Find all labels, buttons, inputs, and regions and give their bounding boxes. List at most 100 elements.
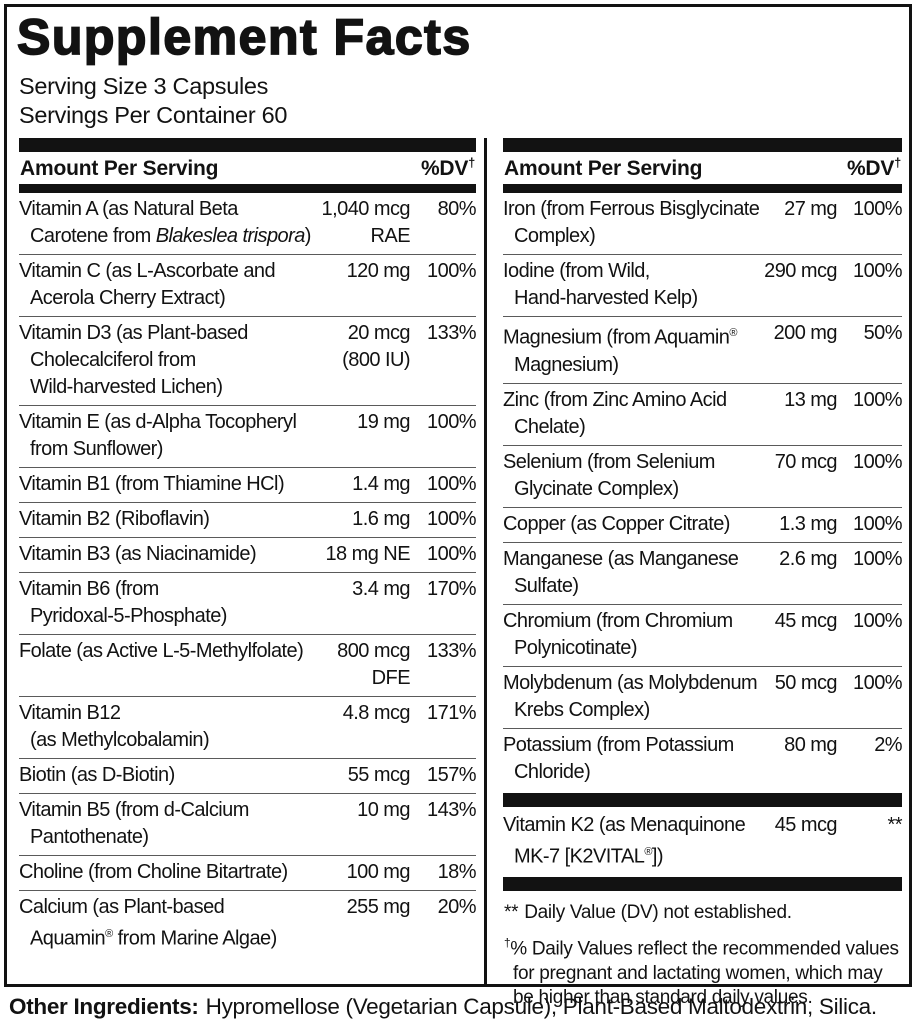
nutrient-dv: 100% xyxy=(853,512,903,535)
nutrient-dv: 143% xyxy=(427,799,477,821)
section-divider-bar xyxy=(503,792,902,807)
nutrient-name: Chromium (from Chromium Polynicotinate) xyxy=(503,609,733,659)
nutrient-dv: 20% xyxy=(437,896,477,918)
nutrient-row: Iron (from Ferrous Bisglycinate Complex) 2… xyxy=(503,193,903,255)
nutrient-amount: 800 mcg DFE xyxy=(337,640,410,689)
nutrient-dv: 171% xyxy=(427,702,477,724)
nutrient-name: Iron (from Ferrous Bisglycinate Complex) xyxy=(503,198,760,247)
nutrient-row: Vitamin C (as L-Ascorbate and Acerola Che… xyxy=(19,255,477,317)
footnotes-bar xyxy=(503,877,902,892)
nutrient-name: Vitamin B3 (as Niacinamide) xyxy=(19,543,257,565)
nutrient-dv: 157% xyxy=(427,764,477,786)
nutrient-name: Magnesium (from Aquamin® Magnesium) xyxy=(503,326,737,376)
nutrient-row: Vitamin B3 (as Niacinamide) 18 mg NE 100% xyxy=(19,538,477,573)
nutrient-name: Vitamin B2 (Riboflavin) xyxy=(19,508,210,530)
nutrient-amount: 45 mcg xyxy=(774,813,838,836)
nutrient-dv: 2% xyxy=(874,733,902,756)
percent-dv-header: %DV† xyxy=(846,156,901,180)
nutrient-row: Vitamin B6 (from Pyridoxal-5-Phosphate) 3.… xyxy=(19,573,477,635)
nutrient-amount: 45 mcg xyxy=(774,609,838,632)
nutrient-name: Vitamin E (as d-Alpha Tocopheryl from Sun… xyxy=(19,411,297,460)
nutrient-row: Vitamin K2 (as Menaquinone MK-7 [K2VITAL®… xyxy=(503,809,903,875)
left-column: Amount Per Serving %DV† Vitamin A (as Na… xyxy=(10,138,484,957)
nutrient-dv: 80% xyxy=(437,198,477,220)
footnote-marker: † xyxy=(504,936,511,950)
nutrient-dv: 100% xyxy=(853,450,903,473)
nutrient-amount: 70 mcg xyxy=(774,450,838,473)
nutrient-name: Vitamin B6 (from Pyridoxal-5-Phosphate) xyxy=(19,578,227,627)
nutrient-amount: 13 mg xyxy=(784,388,837,411)
nutrient-row: Iodine (from Wild, Hand-harvested Kelp) 29… xyxy=(503,255,903,317)
nutrient-dv: 100% xyxy=(427,411,477,433)
nutrient-row: Copper (as Copper Citrate) 1.3 mg 100% xyxy=(503,508,903,543)
nutrient-row: Potassium (from Potassium Chloride) 80 mg 2… xyxy=(503,729,903,790)
nutrient-name: Molybdenum (as Molybdenum Krebs Complex) xyxy=(503,671,758,721)
nutrient-amount: 100 mg xyxy=(346,861,411,883)
nutrient-dv: 100% xyxy=(853,388,903,411)
nutrient-amount: 1.4 mg xyxy=(352,473,410,495)
nutrient-amount: 255 mg xyxy=(346,896,411,918)
nutrient-name: Potassium (from Potassium Chloride) xyxy=(503,733,734,783)
header-bar xyxy=(19,184,476,193)
nutrient-name: Choline (from Choline Bitartrate) xyxy=(19,861,288,883)
nutrient-amount: 200 mg xyxy=(773,322,838,344)
nutrient-amount: 4.8 mcg xyxy=(342,702,411,724)
label-border-box: Supplement Facts Serving Size 3 Capsules… xyxy=(4,4,912,1008)
nutrient-name: Vitamin B5 (from d-Calcium Pantothenate) xyxy=(19,799,249,848)
nutrient-row: Calcium (as Plant-based Aquamin® from Mar… xyxy=(19,891,477,957)
nutrient-row: Vitamin B12 (as Methylcobalamin) 4.8 mcg 17… xyxy=(19,697,477,759)
nutrient-name: Vitamin K2 (as Menaquinone MK-7 [K2VITAL®… xyxy=(503,813,746,868)
page-title: Supplement Facts xyxy=(16,8,472,66)
nutrient-dv: 100% xyxy=(427,543,477,565)
nutrient-dv: 100% xyxy=(427,473,477,495)
footnote-dv-not-established: ** Daily Value (DV) not established. xyxy=(504,901,901,926)
nutrient-dv: 100% xyxy=(853,260,903,282)
nutrient-name: Vitamin D3 (as Plant-based Cholecalcifero… xyxy=(19,322,248,398)
nutrient-dv: 100% xyxy=(427,260,477,282)
column-header: Amount Per Serving %DV† xyxy=(19,152,476,184)
nutrient-row: Selenium (from Selenium Glycinate Complex… xyxy=(503,446,903,508)
nutrient-name: Folate (as Active L-5-Methylfolate) xyxy=(19,640,304,662)
nutrient-name: Vitamin C (as L-Ascorbate and Acerola Che… xyxy=(19,260,276,309)
other-ingredients-label: Other Ingredients: xyxy=(9,994,199,1019)
nutrient-amount: 1.3 mg xyxy=(779,512,837,535)
nutrient-amount: 18 mg NE xyxy=(325,543,410,565)
dagger-mark: † xyxy=(894,156,901,170)
amount-per-serving-header: Amount Per Serving xyxy=(504,157,703,180)
nutrient-amount: 2.6 mg xyxy=(779,547,837,570)
nutrient-name: Selenium (from Selenium Glycinate Complex… xyxy=(503,450,715,500)
dagger-mark: † xyxy=(468,156,475,170)
footnote-text: % Daily Values reflect the recommended v… xyxy=(510,938,899,1009)
column-header: Amount Per Serving %DV† xyxy=(503,152,902,184)
nutrient-row: Manganese (as Manganese Sulfate) 2.6 mg 100… xyxy=(503,543,903,605)
nutrient-row: Vitamin D3 (as Plant-based Cholecalcifero… xyxy=(19,317,477,406)
nutrient-name: Manganese (as Manganese Sulfate) xyxy=(503,547,739,597)
nutrient-name: Calcium (as Plant-based Aquamin® from Mar… xyxy=(19,896,277,950)
amount-per-serving-header: Amount Per Serving xyxy=(20,157,219,180)
header-bar xyxy=(503,184,902,193)
nutrient-row: Vitamin E (as d-Alpha Tocopheryl from Sun… xyxy=(19,406,477,468)
column-divider xyxy=(484,138,487,984)
nutrient-dv: 100% xyxy=(853,547,903,570)
nutrient-dv: 100% xyxy=(427,508,477,530)
footnote-daily-values: †% Daily Values reflect the recommended … xyxy=(504,932,901,1011)
nutrient-amount: 10 mg xyxy=(357,799,410,821)
nutrient-row: Chromium (from Chromium Polynicotinate) 45… xyxy=(503,605,903,667)
top-bar xyxy=(19,138,476,152)
nutrient-row: Magnesium (from Aquamin® Magnesium) 200 mg… xyxy=(503,317,903,384)
nutrient-amount: 80 mg xyxy=(784,733,837,756)
nutrient-dv: 133% xyxy=(427,322,477,344)
footnote-marker: ** xyxy=(504,902,519,924)
nutrient-row: Vitamin A (as Natural Beta Carotene from … xyxy=(19,193,477,255)
nutrient-name: Biotin (as D-Biotin) xyxy=(19,764,175,786)
nutrient-name: Zinc (from Zinc Amino Acid Chelate) xyxy=(503,388,727,438)
nutrient-amount: 3.4 mg xyxy=(352,578,410,600)
nutrient-name: Vitamin B12 (as Methylcobalamin) xyxy=(19,702,210,751)
nutrient-rows-right: Iron (from Ferrous Bisglycinate Complex) 2… xyxy=(503,193,903,875)
nutrient-amount: 1.6 mg xyxy=(352,508,410,530)
nutrient-amount: 290 mcg xyxy=(764,260,837,282)
nutrient-amount: 1,040 mcg RAE xyxy=(321,198,411,247)
nutrient-amount: 120 mg xyxy=(346,260,411,282)
nutrient-name: Copper (as Copper Citrate) xyxy=(503,512,730,535)
